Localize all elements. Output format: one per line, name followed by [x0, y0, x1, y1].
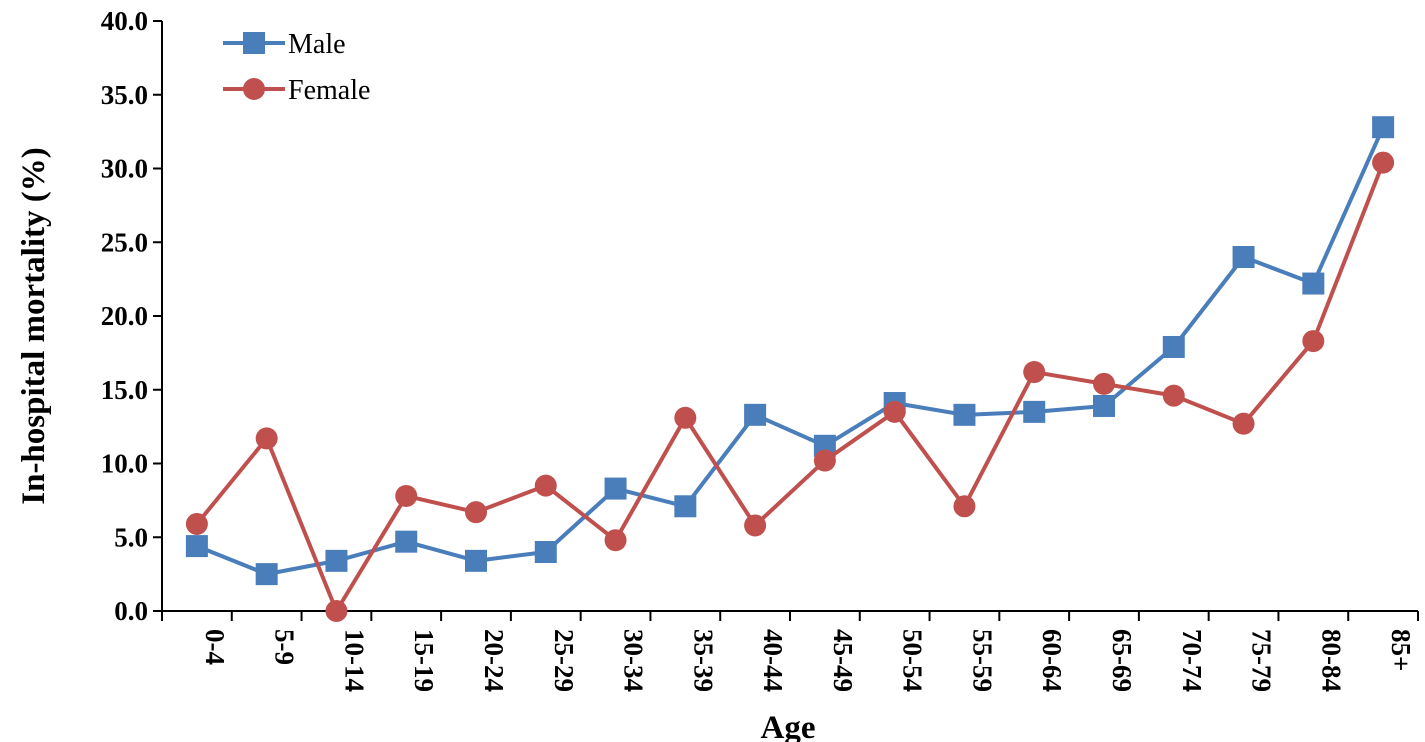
x-tick-label: 55-59	[967, 629, 997, 692]
legend: Male Female	[223, 29, 370, 106]
legend-marker	[243, 78, 265, 100]
data-point-male	[1232, 246, 1255, 268]
data-point-male	[534, 541, 557, 563]
legend-marker	[243, 32, 265, 54]
y-axis-title: In-hospital mortality (%)	[16, 147, 52, 505]
y-tick-label: 35.0	[101, 80, 148, 110]
y-tick-label: 0.0	[114, 596, 148, 626]
y-tick-label: 30.0	[101, 154, 148, 184]
data-point-male	[255, 563, 278, 586]
x-axis-title: Age	[761, 710, 816, 742]
legend-item-female: Female	[223, 75, 370, 106]
data-point-male	[1093, 394, 1115, 417]
legend-label-male: Male	[288, 29, 346, 60]
data-point-male	[674, 495, 697, 518]
data-point-male	[604, 477, 627, 500]
data-point-female	[1023, 361, 1046, 384]
x-tick-label: 75-79	[1247, 629, 1277, 692]
data-point-female	[465, 501, 487, 524]
data-point-female	[185, 512, 208, 535]
x-tick-label: 50-54	[898, 629, 928, 692]
data-point-female	[395, 484, 418, 507]
x-tick-label: 70-74	[1177, 629, 1207, 692]
x-tick-label: 30-34	[619, 629, 649, 692]
series-line-male	[196, 126, 1385, 577]
data-point-male	[744, 403, 767, 426]
x-tick-label: 10-14	[339, 629, 369, 692]
data-point-male	[325, 549, 348, 572]
data-point-female	[674, 406, 697, 429]
x-tick-label: 60-64	[1037, 629, 1067, 692]
data-point-female	[813, 449, 836, 472]
data-point-female	[1162, 384, 1185, 407]
data-point-female	[744, 514, 767, 537]
data-point-female	[1302, 330, 1325, 353]
x-tick-label: 45-49	[828, 629, 858, 692]
axes	[161, 21, 1418, 612]
x-tick-label: 5-9	[270, 629, 300, 665]
y-tick-label: 5.0	[114, 522, 148, 552]
x-tick-label: 35-39	[688, 629, 718, 692]
data-point-male	[395, 530, 418, 553]
y-tick-label: 20.0	[101, 301, 148, 331]
x-tick-label: 40-44	[758, 629, 788, 692]
data-point-female	[604, 529, 627, 552]
x-axis-ticks: 0-4 5-9 10-14 15-19 20-24 25-29 30-34 35-39 40-4…	[161, 611, 1419, 692]
x-tick-label: 15-19	[409, 629, 439, 692]
y-tick-label: 25.0	[101, 227, 148, 257]
data-point-female	[883, 400, 906, 423]
legend-item-male: Male	[223, 29, 346, 60]
x-tick-label: 65-69	[1107, 629, 1137, 692]
data-point-male	[465, 549, 487, 572]
data-point-female	[255, 427, 278, 450]
series-group	[185, 116, 1395, 622]
x-tick-label: 80-84	[1316, 629, 1346, 692]
data-point-female	[325, 600, 348, 622]
data-point-male	[1302, 272, 1325, 295]
series-male	[185, 116, 1395, 586]
data-point-male	[1023, 400, 1046, 423]
data-point-male	[1372, 116, 1395, 139]
data-point-female	[953, 495, 976, 518]
x-tick-label: 0-4	[200, 629, 230, 665]
data-point-male	[1162, 335, 1185, 358]
data-point-male	[185, 535, 208, 558]
series-female	[185, 151, 1395, 622]
data-point-female	[1232, 412, 1255, 435]
series-line-female	[195, 161, 1385, 613]
y-tick-label: 15.0	[101, 375, 148, 405]
x-tick-label: 85+	[1386, 629, 1416, 671]
data-point-female	[534, 474, 557, 497]
data-point-female	[1093, 372, 1115, 395]
x-tick-label: 25-29	[549, 629, 579, 692]
y-tick-label: 40.0	[101, 6, 148, 36]
legend-label-female: Female	[288, 75, 370, 106]
y-axis-ticks: 0.0 5.0 10.0 15.0 20.0 25.0 30.0 35.0 40.0	[101, 6, 162, 626]
x-tick-label: 20-24	[479, 629, 509, 692]
data-point-female	[1372, 151, 1395, 174]
y-tick-label: 10.0	[101, 449, 148, 479]
data-point-male	[953, 403, 976, 426]
